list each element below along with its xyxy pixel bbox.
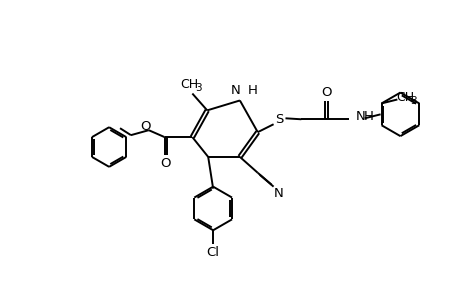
Text: O: O [320, 86, 330, 99]
Text: CH: CH [395, 91, 414, 104]
Text: N: N [273, 187, 283, 200]
Text: H: H [363, 110, 373, 123]
Text: O: O [140, 120, 151, 133]
Text: CH: CH [180, 78, 198, 91]
Text: S: S [275, 113, 283, 126]
Text: O: O [160, 158, 170, 170]
Text: N: N [230, 84, 241, 97]
Text: H: H [247, 84, 257, 97]
Text: 3: 3 [195, 82, 201, 93]
Text: Cl: Cl [206, 245, 219, 259]
Text: N: N [355, 110, 365, 123]
Text: 3: 3 [409, 97, 416, 106]
